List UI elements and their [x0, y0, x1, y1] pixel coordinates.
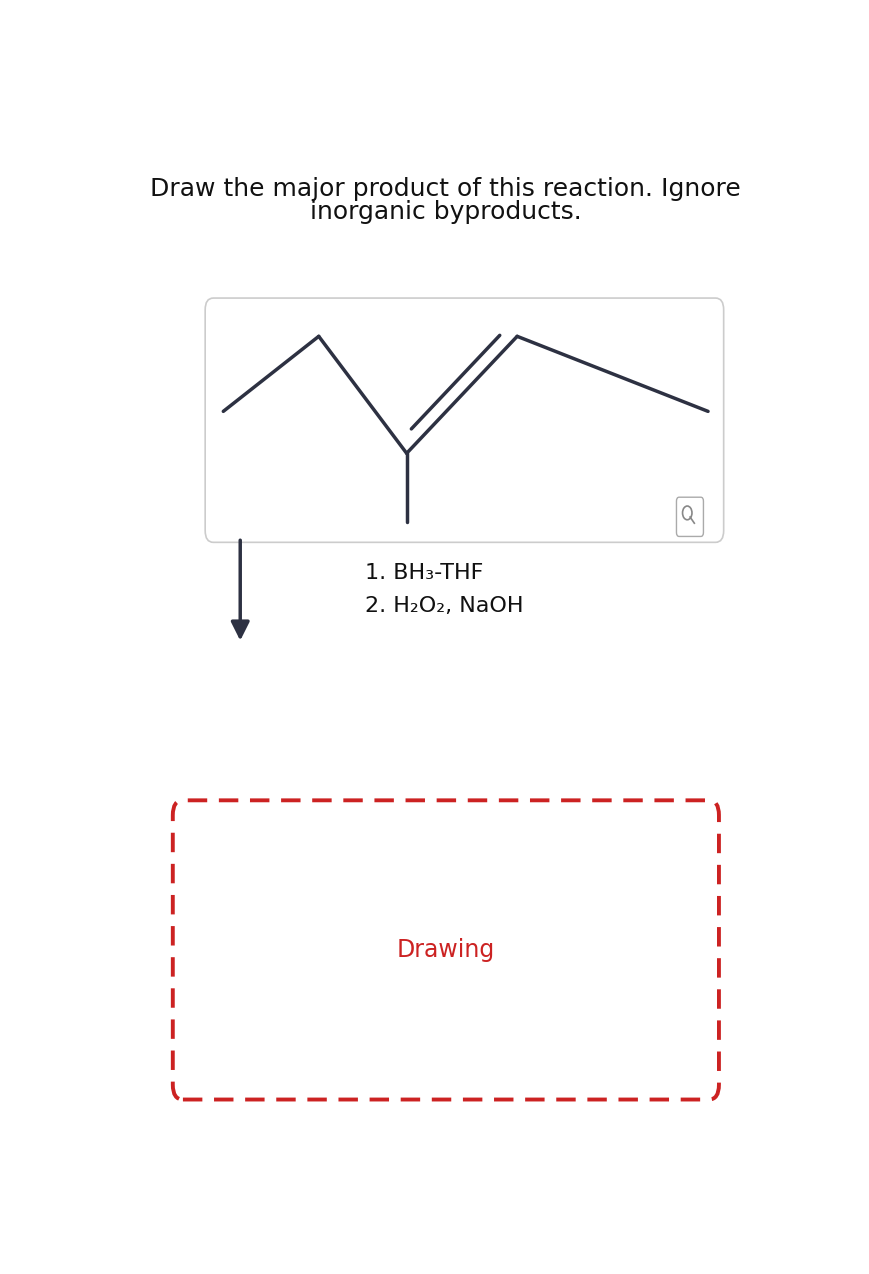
FancyBboxPatch shape — [676, 497, 703, 536]
FancyBboxPatch shape — [173, 800, 718, 1099]
Text: Drawing: Drawing — [396, 938, 494, 962]
FancyBboxPatch shape — [205, 298, 723, 543]
Text: 2. H₂O₂, NaOH: 2. H₂O₂, NaOH — [365, 596, 523, 617]
Text: 1. BH₃-THF: 1. BH₃-THF — [365, 563, 483, 582]
Text: Draw the major product of this reaction. Ignore: Draw the major product of this reaction.… — [150, 177, 740, 201]
Text: inorganic byproducts.: inorganic byproducts. — [309, 200, 581, 224]
